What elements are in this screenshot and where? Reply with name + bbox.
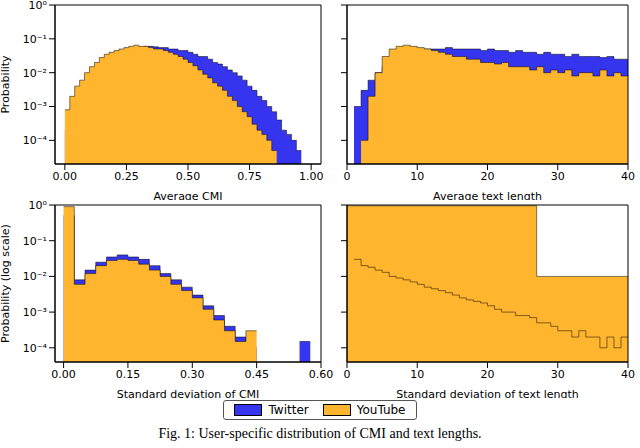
svg-text:0.45: 0.45 — [244, 368, 269, 381]
svg-text:0.00: 0.00 — [53, 170, 78, 183]
svg-text:10⁻²: 10⁻² — [23, 67, 47, 80]
svg-text:Probability (log scale): Probability (log scale) — [8, 224, 12, 343]
svg-text:10⁰: 10⁰ — [29, 200, 48, 212]
svg-text:10⁻¹: 10⁻¹ — [23, 33, 47, 46]
svg-text:10: 10 — [410, 170, 424, 183]
svg-text:0.25: 0.25 — [114, 170, 139, 183]
svg-text:10⁻³: 10⁻³ — [23, 306, 47, 319]
svg-text:Average text length: Average text length — [433, 190, 542, 200]
svg-text:0.50: 0.50 — [176, 170, 201, 183]
svg-text:10⁻³: 10⁻³ — [23, 100, 47, 113]
svg-text:10⁻⁴: 10⁻⁴ — [23, 342, 48, 355]
svg-text:40: 40 — [621, 170, 632, 183]
svg-text:0.00: 0.00 — [51, 368, 76, 381]
svg-text:Probability: Probability — [8, 55, 12, 114]
svg-text:10⁰: 10⁰ — [29, 0, 48, 12]
svg-text:30: 30 — [551, 170, 565, 183]
svg-text:0.60: 0.60 — [309, 368, 334, 381]
svg-text:1.00: 1.00 — [299, 170, 324, 183]
svg-text:0: 0 — [344, 170, 351, 183]
svg-text:0.30: 0.30 — [180, 368, 205, 381]
html-text:YouTube: YouTube — [356, 403, 406, 417]
svg-text:20: 20 — [481, 368, 495, 381]
svg-text:10⁻⁴: 10⁻⁴ — [23, 134, 48, 147]
svg-text:40: 40 — [621, 368, 632, 381]
html-text:Twitter: Twitter — [268, 403, 309, 417]
svg-text:10: 10 — [410, 368, 424, 381]
svg-text:Standard deviation of CMI: Standard deviation of CMI — [117, 388, 260, 398]
svg-text:20: 20 — [481, 170, 495, 183]
svg-text:0.15: 0.15 — [116, 368, 141, 381]
svg-text:0.75: 0.75 — [237, 170, 262, 183]
svg-text:0: 0 — [344, 368, 351, 381]
svg-text:30: 30 — [551, 368, 565, 381]
html-text:Fig. 1: User-specific distribu: Fig. 1: User-specific distribution of CM… — [158, 426, 482, 441]
svg-text:Average CMI: Average CMI — [153, 190, 222, 200]
svg-text:10⁻¹: 10⁻¹ — [23, 235, 47, 248]
svg-text:Standard deviation of text len: Standard deviation of text length — [396, 388, 579, 398]
svg-text:10⁻²: 10⁻² — [23, 270, 47, 283]
